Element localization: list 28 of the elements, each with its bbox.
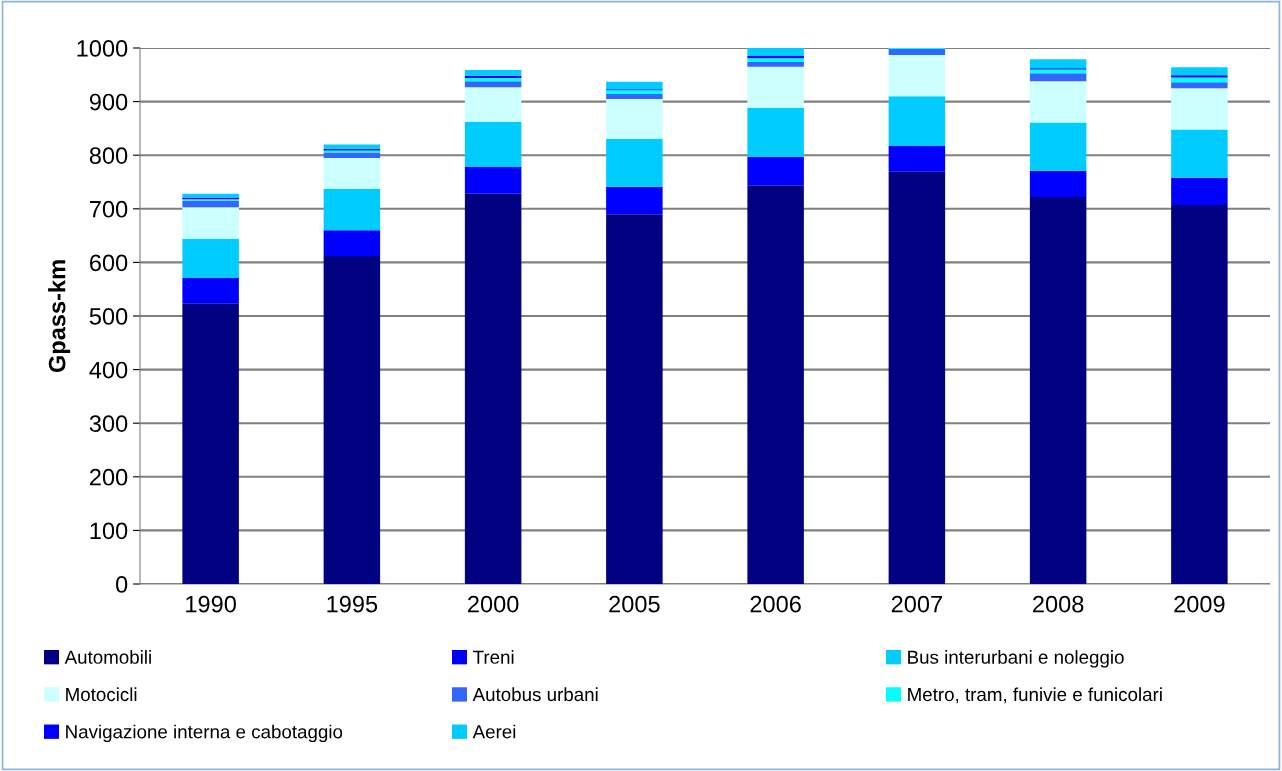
- legend-label: Motocicli: [66, 687, 137, 702]
- y-tick-label: 100: [90, 522, 128, 540]
- x-tick-label: 2009: [1174, 595, 1225, 613]
- y-tick-label: 700: [90, 200, 128, 218]
- y-axis-title: Gpass-km: [48, 260, 71, 373]
- x-tick-label: 1990: [186, 595, 236, 613]
- legend-label: Metro, tram, funivie e funicolari: [908, 687, 1162, 704]
- y-tick-label: 200: [89, 468, 128, 486]
- legend-label: Autobus urbani: [472, 687, 598, 702]
- y-tick-label: 0: [115, 576, 128, 593]
- y-tick-label: 1000: [77, 40, 128, 57]
- legend-label: Aerei: [472, 724, 516, 739]
- x-tick-label: 2007: [891, 595, 942, 613]
- legend-label: Treni: [473, 650, 514, 664]
- y-tick-label: 600: [90, 254, 128, 272]
- x-tick-label: 2005: [609, 595, 660, 613]
- y-tick-label: 800: [89, 147, 128, 164]
- x-tick-label: 2006: [750, 595, 801, 613]
- x-tick-label: 2000: [468, 595, 519, 613]
- legend-label: Bus interurbani e noleggio: [908, 650, 1124, 668]
- x-tick-label: 1995: [327, 595, 378, 613]
- y-tick-label: 300: [89, 415, 128, 432]
- x-tick-label: 2008: [1033, 595, 1084, 613]
- y-tick-label: 500: [89, 308, 128, 325]
- y-tick-label: 900: [89, 93, 128, 111]
- legend-label: Automobili: [64, 650, 151, 664]
- y-tick-label: 400: [89, 361, 128, 379]
- legend-label: Navigazione interna e cabotaggio: [66, 724, 343, 743]
